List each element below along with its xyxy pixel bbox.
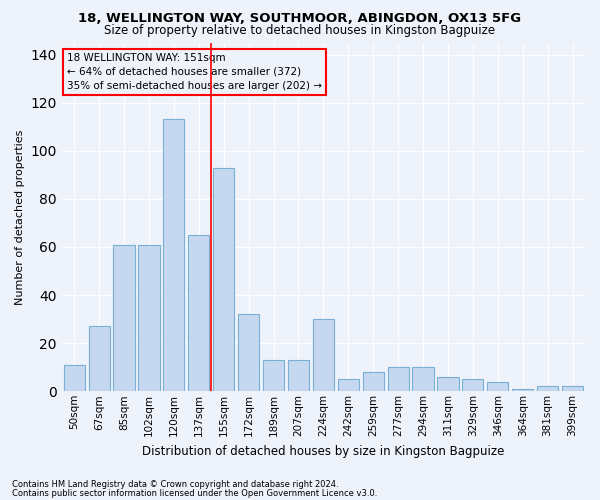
Bar <box>313 319 334 392</box>
Bar <box>338 379 359 392</box>
Bar <box>462 379 484 392</box>
X-axis label: Distribution of detached houses by size in Kingston Bagpuize: Distribution of detached houses by size … <box>142 444 505 458</box>
Bar <box>537 386 558 392</box>
Bar <box>412 367 434 392</box>
Text: Contains public sector information licensed under the Open Government Licence v3: Contains public sector information licen… <box>12 488 377 498</box>
Bar <box>388 367 409 392</box>
Bar <box>437 377 458 392</box>
Bar <box>512 389 533 392</box>
Bar <box>89 326 110 392</box>
Bar <box>487 382 508 392</box>
Bar <box>139 244 160 392</box>
Bar <box>113 244 134 392</box>
Text: 18 WELLINGTON WAY: 151sqm
← 64% of detached houses are smaller (372)
35% of semi: 18 WELLINGTON WAY: 151sqm ← 64% of detac… <box>67 53 322 91</box>
Bar <box>163 120 184 392</box>
Bar <box>213 168 235 392</box>
Bar <box>562 386 583 392</box>
Text: Contains HM Land Registry data © Crown copyright and database right 2024.: Contains HM Land Registry data © Crown c… <box>12 480 338 489</box>
Bar <box>188 235 209 392</box>
Bar <box>64 365 85 392</box>
Text: 18, WELLINGTON WAY, SOUTHMOOR, ABINGDON, OX13 5FG: 18, WELLINGTON WAY, SOUTHMOOR, ABINGDON,… <box>79 12 521 26</box>
Bar <box>263 360 284 392</box>
Bar <box>362 372 384 392</box>
Y-axis label: Number of detached properties: Number of detached properties <box>15 129 25 304</box>
Bar <box>288 360 309 392</box>
Bar <box>238 314 259 392</box>
Text: Size of property relative to detached houses in Kingston Bagpuize: Size of property relative to detached ho… <box>104 24 496 37</box>
